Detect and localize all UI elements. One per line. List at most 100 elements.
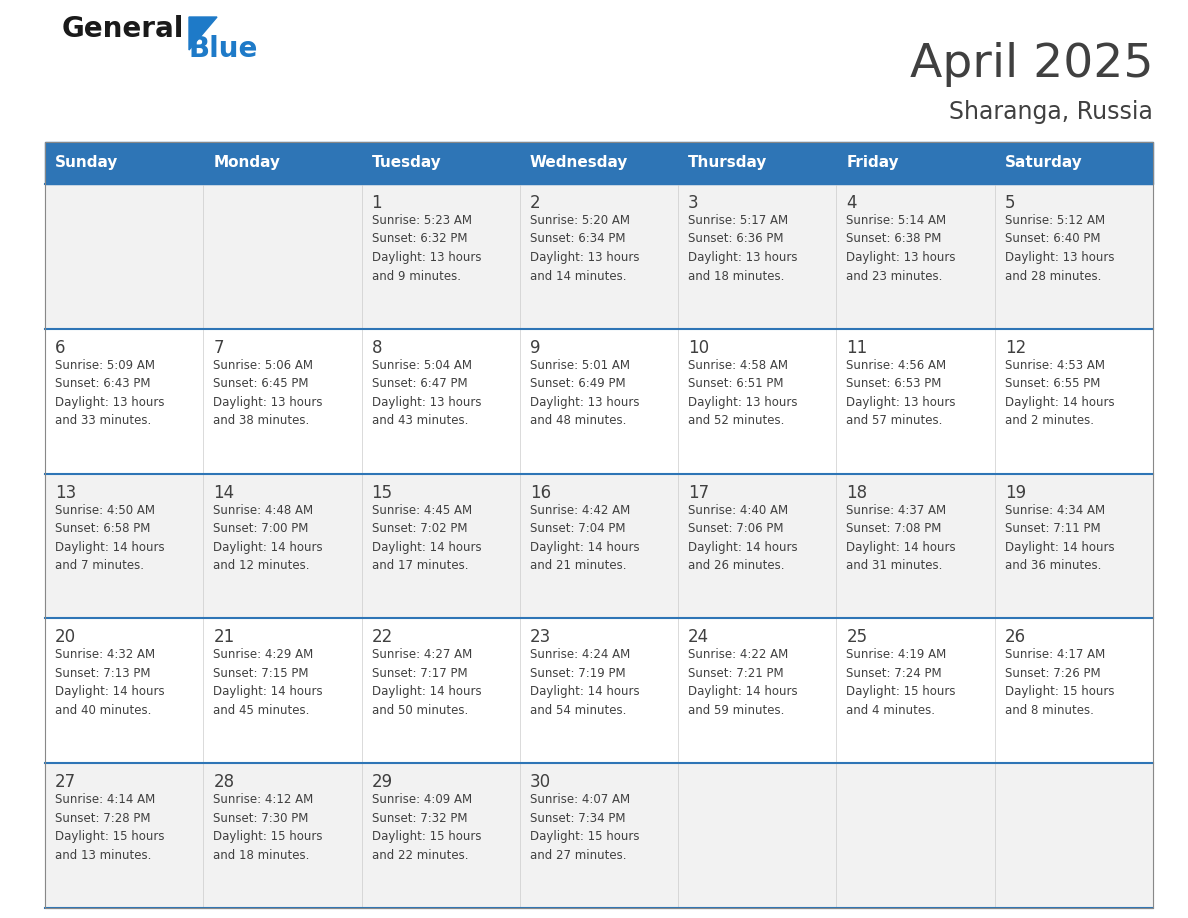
Text: Sunset: 7:21 PM: Sunset: 7:21 PM <box>688 666 784 680</box>
Text: Sunrise: 5:01 AM: Sunrise: 5:01 AM <box>530 359 630 372</box>
Text: 26: 26 <box>1005 629 1026 646</box>
Text: 1: 1 <box>372 194 383 212</box>
Text: Sunrise: 4:17 AM: Sunrise: 4:17 AM <box>1005 648 1105 661</box>
Text: Sunrise: 4:22 AM: Sunrise: 4:22 AM <box>688 648 789 661</box>
Text: Daylight: 15 hours: Daylight: 15 hours <box>55 830 164 844</box>
Text: and 59 minutes.: and 59 minutes. <box>688 704 784 717</box>
Text: Daylight: 14 hours: Daylight: 14 hours <box>372 686 481 699</box>
Text: Daylight: 13 hours: Daylight: 13 hours <box>214 396 323 409</box>
Text: Sunrise: 4:40 AM: Sunrise: 4:40 AM <box>688 504 789 517</box>
Text: Daylight: 14 hours: Daylight: 14 hours <box>55 686 165 699</box>
Text: 18: 18 <box>846 484 867 501</box>
Text: Daylight: 14 hours: Daylight: 14 hours <box>372 541 481 554</box>
Text: Sunrise: 4:53 AM: Sunrise: 4:53 AM <box>1005 359 1105 372</box>
Text: Daylight: 14 hours: Daylight: 14 hours <box>1005 396 1114 409</box>
Text: Sunrise: 4:45 AM: Sunrise: 4:45 AM <box>372 504 472 517</box>
Text: Daylight: 13 hours: Daylight: 13 hours <box>688 251 797 264</box>
Text: Daylight: 15 hours: Daylight: 15 hours <box>846 686 956 699</box>
Text: Sunrise: 5:12 AM: Sunrise: 5:12 AM <box>1005 214 1105 227</box>
Text: 19: 19 <box>1005 484 1026 501</box>
Text: and 18 minutes.: and 18 minutes. <box>214 849 310 862</box>
Text: and 48 minutes.: and 48 minutes. <box>530 414 626 427</box>
Polygon shape <box>189 17 217 50</box>
Text: 29: 29 <box>372 773 393 791</box>
Text: Daylight: 14 hours: Daylight: 14 hours <box>214 686 323 699</box>
Text: 28: 28 <box>214 773 234 791</box>
Text: 30: 30 <box>530 773 551 791</box>
Text: 8: 8 <box>372 339 383 357</box>
Text: 24: 24 <box>688 629 709 646</box>
Text: Sunset: 7:19 PM: Sunset: 7:19 PM <box>530 666 626 680</box>
Text: Sunset: 7:13 PM: Sunset: 7:13 PM <box>55 666 151 680</box>
Text: 10: 10 <box>688 339 709 357</box>
Bar <box>45 184 1154 329</box>
Text: Sunset: 6:45 PM: Sunset: 6:45 PM <box>214 377 309 390</box>
Text: Daylight: 13 hours: Daylight: 13 hours <box>530 251 639 264</box>
Text: Daylight: 15 hours: Daylight: 15 hours <box>372 830 481 844</box>
Text: Daylight: 14 hours: Daylight: 14 hours <box>1005 541 1114 554</box>
Text: Sunrise: 5:23 AM: Sunrise: 5:23 AM <box>372 214 472 227</box>
Text: and 22 minutes.: and 22 minutes. <box>372 849 468 862</box>
Text: and 9 minutes.: and 9 minutes. <box>372 270 461 283</box>
Text: 23: 23 <box>530 629 551 646</box>
Text: Sunset: 6:53 PM: Sunset: 6:53 PM <box>846 377 942 390</box>
Text: Sunrise: 5:06 AM: Sunrise: 5:06 AM <box>214 359 314 372</box>
Text: Sunrise: 5:04 AM: Sunrise: 5:04 AM <box>372 359 472 372</box>
Text: Sunrise: 5:17 AM: Sunrise: 5:17 AM <box>688 214 789 227</box>
Text: Sunrise: 5:20 AM: Sunrise: 5:20 AM <box>530 214 630 227</box>
Bar <box>45 763 1154 908</box>
Text: and 45 minutes.: and 45 minutes. <box>214 704 310 717</box>
Text: Sunrise: 4:37 AM: Sunrise: 4:37 AM <box>846 504 947 517</box>
Text: Sunrise: 4:58 AM: Sunrise: 4:58 AM <box>688 359 788 372</box>
Text: Sunset: 7:26 PM: Sunset: 7:26 PM <box>1005 666 1100 680</box>
Text: and 4 minutes.: and 4 minutes. <box>846 704 935 717</box>
Text: Wednesday: Wednesday <box>530 155 628 171</box>
Text: Sunrise: 4:32 AM: Sunrise: 4:32 AM <box>55 648 156 661</box>
Bar <box>45 329 1154 474</box>
Text: 14: 14 <box>214 484 234 501</box>
Text: Sunset: 7:08 PM: Sunset: 7:08 PM <box>846 522 942 535</box>
Text: 9: 9 <box>530 339 541 357</box>
Text: Thursday: Thursday <box>688 155 767 171</box>
Text: and 33 minutes.: and 33 minutes. <box>55 414 151 427</box>
Text: and 23 minutes.: and 23 minutes. <box>846 270 943 283</box>
Text: Friday: Friday <box>846 155 899 171</box>
Text: 27: 27 <box>55 773 76 791</box>
Text: Daylight: 15 hours: Daylight: 15 hours <box>530 830 639 844</box>
Text: Sunset: 6:55 PM: Sunset: 6:55 PM <box>1005 377 1100 390</box>
Text: 5: 5 <box>1005 194 1016 212</box>
Text: Sunrise: 4:12 AM: Sunrise: 4:12 AM <box>214 793 314 806</box>
Text: Daylight: 13 hours: Daylight: 13 hours <box>846 396 956 409</box>
Text: Sunset: 7:00 PM: Sunset: 7:00 PM <box>214 522 309 535</box>
Text: April 2025: April 2025 <box>910 42 1154 87</box>
Text: 13: 13 <box>55 484 76 501</box>
Text: Daylight: 13 hours: Daylight: 13 hours <box>55 396 164 409</box>
Text: Sunrise: 4:34 AM: Sunrise: 4:34 AM <box>1005 504 1105 517</box>
Text: Sunset: 6:51 PM: Sunset: 6:51 PM <box>688 377 784 390</box>
Text: Sunset: 7:30 PM: Sunset: 7:30 PM <box>214 812 309 824</box>
Text: and 8 minutes.: and 8 minutes. <box>1005 704 1094 717</box>
Text: and 2 minutes.: and 2 minutes. <box>1005 414 1094 427</box>
Text: and 17 minutes.: and 17 minutes. <box>372 559 468 572</box>
Bar <box>45 474 1154 619</box>
Text: 15: 15 <box>372 484 393 501</box>
Text: Sunset: 7:15 PM: Sunset: 7:15 PM <box>214 666 309 680</box>
Text: Sunrise: 5:14 AM: Sunrise: 5:14 AM <box>846 214 947 227</box>
Text: Sunrise: 4:19 AM: Sunrise: 4:19 AM <box>846 648 947 661</box>
Text: Saturday: Saturday <box>1005 155 1082 171</box>
Text: Sunset: 6:32 PM: Sunset: 6:32 PM <box>372 232 467 245</box>
Text: Sunrise: 4:48 AM: Sunrise: 4:48 AM <box>214 504 314 517</box>
Text: and 36 minutes.: and 36 minutes. <box>1005 559 1101 572</box>
Text: and 52 minutes.: and 52 minutes. <box>688 414 784 427</box>
Text: and 12 minutes.: and 12 minutes. <box>214 559 310 572</box>
Text: Sunset: 7:28 PM: Sunset: 7:28 PM <box>55 812 151 824</box>
Text: Sunset: 7:17 PM: Sunset: 7:17 PM <box>372 666 467 680</box>
Text: Sunset: 6:38 PM: Sunset: 6:38 PM <box>846 232 942 245</box>
Text: Sharanga, Russia: Sharanga, Russia <box>949 100 1154 124</box>
Text: and 40 minutes.: and 40 minutes. <box>55 704 151 717</box>
Text: Sunset: 7:06 PM: Sunset: 7:06 PM <box>688 522 784 535</box>
Text: Sunset: 6:49 PM: Sunset: 6:49 PM <box>530 377 626 390</box>
Text: 17: 17 <box>688 484 709 501</box>
Text: 2: 2 <box>530 194 541 212</box>
Text: Daylight: 15 hours: Daylight: 15 hours <box>214 830 323 844</box>
